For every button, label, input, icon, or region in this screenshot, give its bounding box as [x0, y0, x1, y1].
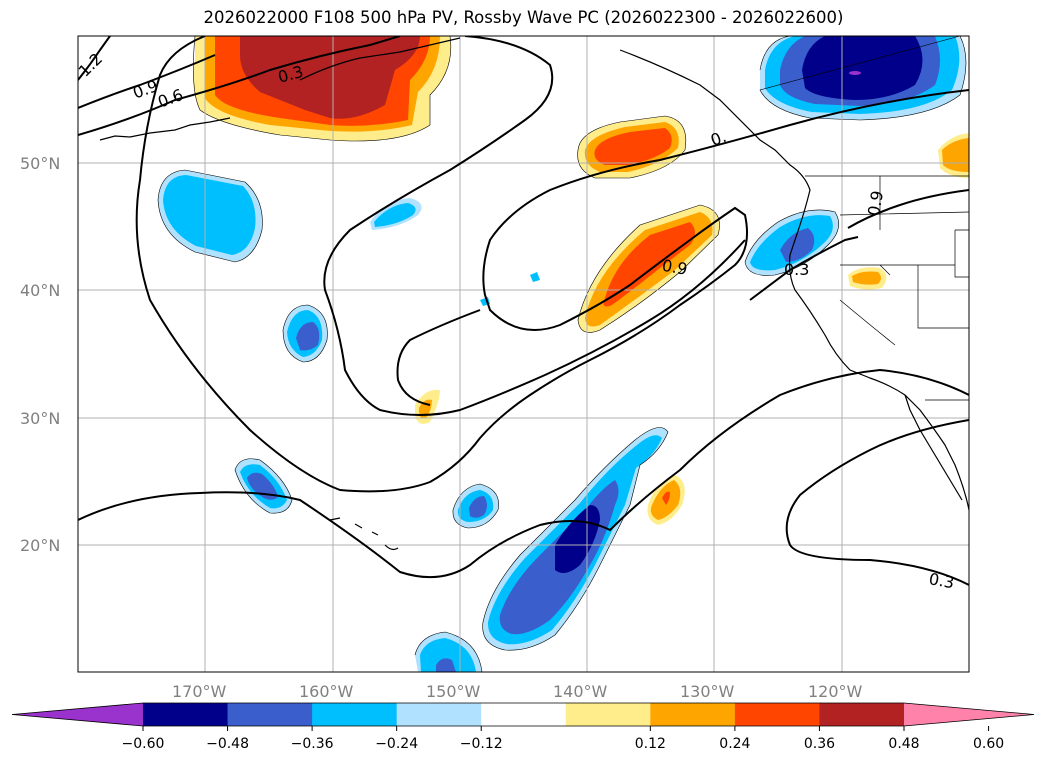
- borders: [805, 175, 969, 401]
- north-america-coast: [619, 49, 969, 511]
- contour-label: 0.9: [661, 256, 689, 279]
- negative-anomaly-region: [296, 322, 320, 351]
- colorbar-segment: [143, 703, 229, 726]
- colorbar-segment: [734, 703, 820, 726]
- contour-label: 0.3: [784, 260, 809, 279]
- state-borders: [839, 176, 969, 401]
- colorbar-segment: [481, 703, 567, 726]
- baja-california: [904, 394, 963, 501]
- pv-contour-0.6: [78, 36, 401, 136]
- pv-contour-0.3-sw: [785, 419, 969, 586]
- lat-label: 20°N: [20, 536, 60, 555]
- map-frame: [77, 35, 970, 673]
- lon-label: 160°W: [299, 682, 354, 701]
- negative-anomaly-region: [436, 658, 456, 672]
- positive-anomaly-region: [240, 36, 420, 119]
- coastlines: [99, 37, 969, 551]
- colorbar-segment: [396, 703, 482, 726]
- pv-contours: [78, 36, 969, 586]
- positive-anomaly-region: [594, 128, 672, 165]
- colorbar-tick-label: 0.24: [719, 736, 750, 752]
- lon-label: 150°W: [426, 682, 481, 701]
- negative-anomaly-region: [802, 36, 923, 100]
- lon-label: 140°W: [553, 682, 608, 701]
- positive-anomaly-region: [603, 222, 695, 307]
- pv-contour-coast: [749, 236, 859, 301]
- colorbar-tick-label: −0.48: [206, 736, 249, 752]
- pv-contour-0.9: [78, 54, 216, 109]
- colorbar-segment: [650, 703, 736, 726]
- negative-anomaly-region: [374, 203, 416, 227]
- colorbar: −0.60 −0.48 −0.36 −0.24 −0.12 0.12 0.24 0.36 0.4…: [11, 702, 1035, 752]
- lon-label: 120°W: [808, 682, 863, 701]
- positive-anomaly-region: [662, 491, 670, 505]
- lon-label: 170°W: [172, 682, 227, 701]
- pv-contour-1.2: [78, 36, 111, 81]
- colorbar-tick-label: −0.60: [122, 736, 165, 752]
- pv-contour-inner-loop: [323, 36, 746, 416]
- lat-label: 50°N: [20, 154, 60, 173]
- latitude-labels: 50°N 40°N 30°N 20°N: [20, 154, 60, 555]
- colorbar-extend-high: [904, 703, 1034, 726]
- colorbar-tick-label: −0.24: [375, 736, 418, 752]
- negative-anomaly-region: [849, 71, 861, 75]
- colorbar-extend-low: [12, 703, 143, 726]
- negative-anomaly-region: [420, 638, 476, 672]
- contour-label: 0.: [708, 127, 729, 150]
- map-area: 1.2 0.9 0.6 0.3 0.9 0.3 0. 0.9 0.3: [78, 36, 969, 672]
- negative-anomaly-region: [247, 472, 278, 500]
- aleutian-islands: [99, 117, 231, 141]
- lat-label: 30°N: [20, 409, 60, 428]
- contour-label: 0.9: [864, 189, 887, 217]
- colorbar-segment: [565, 703, 651, 726]
- longitude-labels: 170°W 160°W 150°W 140°W 130°W 120°W: [172, 682, 863, 701]
- negative-anomaly-region: [780, 228, 815, 262]
- pv-contour-right: [847, 189, 969, 229]
- colorbar-tick-label: −0.12: [460, 736, 503, 752]
- pv-contour-0.3-outer: [78, 368, 969, 579]
- colorbar-tick-label: 0.36: [804, 736, 835, 752]
- hawaii-islands: [329, 517, 399, 551]
- pv-contour-midloop: [396, 309, 481, 406]
- colorbar-segment: [819, 703, 905, 726]
- colorbar-segment: [227, 703, 313, 726]
- negative-anomaly-region: [163, 175, 256, 255]
- positive-anomaly-region: [852, 271, 881, 285]
- negative-anomaly-region: [530, 272, 540, 282]
- colorbar-tick-label: 0.48: [888, 736, 919, 752]
- colorbar-tick-label: −0.36: [291, 736, 334, 752]
- contour-label: 0.3: [927, 569, 955, 592]
- colorbar-tick-label: 0.12: [635, 736, 666, 752]
- map-title: 2026022000 F108 500 hPa PV, Rossby Wave …: [203, 8, 844, 27]
- negative-anomaly-region: [469, 496, 487, 518]
- lat-label: 40°N: [20, 281, 60, 300]
- pv-contour-big-loop: [135, 36, 969, 493]
- colorbar-segment: [312, 703, 398, 726]
- lon-label: 130°W: [680, 682, 735, 701]
- colorbar-tick-label: 0.60: [973, 736, 1004, 752]
- alaska-peninsula: [299, 37, 461, 81]
